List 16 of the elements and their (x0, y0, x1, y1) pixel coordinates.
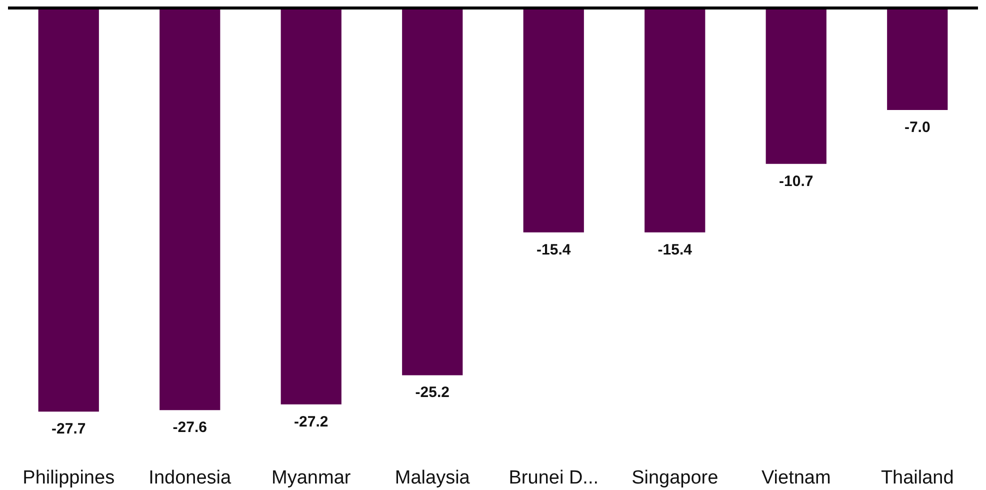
data-label: -25.2 (415, 384, 450, 402)
x-tick-label: Malaysia (394, 468, 470, 488)
data-label: -15.4 (658, 241, 693, 258)
data-label: -15.4 (536, 241, 572, 258)
data-label: -10.7 (779, 172, 814, 190)
x-tick-label: Indonesia (148, 468, 232, 488)
x-tick-label: Brunei D... (508, 468, 599, 488)
x-tick-label: Myanmar (272, 468, 352, 488)
x-tick-label: Thailand (880, 468, 954, 488)
data-label: -27.6 (172, 419, 207, 436)
data-label: -7.0 (904, 119, 930, 136)
x-tick-label: Singapore (632, 468, 718, 488)
x-tick-label: Vietnam (761, 468, 831, 488)
data-label: -27.2 (294, 413, 328, 430)
data-label: -27.7 (52, 420, 86, 438)
x-tick-label: Philippines (22, 468, 115, 488)
